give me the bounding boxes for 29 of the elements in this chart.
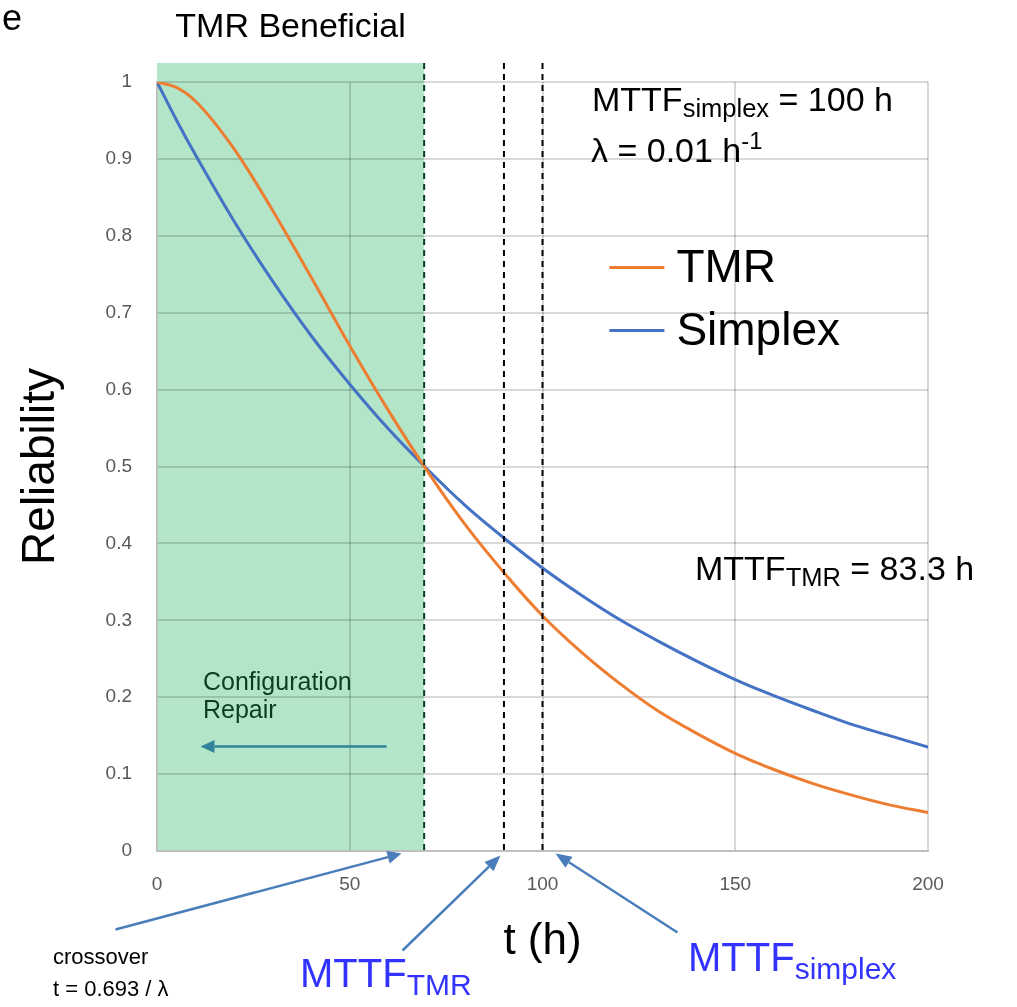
y-tick-label: 0.7 bbox=[105, 300, 132, 322]
x-tick-label: 200 bbox=[912, 872, 944, 894]
y-tick-label: 0.1 bbox=[105, 762, 132, 784]
text: crossover t = 0.693 / λ bbox=[53, 943, 169, 1003]
y-tick-label: 0 bbox=[121, 839, 132, 861]
y-tick-label: 0.2 bbox=[105, 685, 132, 707]
annotation: λ = 0.01 h$^{-1}$ bbox=[591, 126, 763, 169]
annotation: MTTF$_{simplex}$ = 100 h bbox=[592, 80, 893, 123]
legend-label: Simplex bbox=[676, 303, 840, 356]
text: MTTF$_{TMR}$ bbox=[300, 951, 472, 1001]
y-tick-label: 1 bbox=[121, 70, 132, 92]
annotation: MTTF$_{TMR}$ = 83.3 h bbox=[695, 549, 975, 592]
text: MTTF$_{simplex}$ bbox=[688, 935, 897, 985]
annotation: Configuration Repair bbox=[203, 667, 353, 723]
x-tick-label: 50 bbox=[339, 872, 361, 894]
y-tick-label: 0.4 bbox=[105, 531, 133, 553]
y-tick-label: 0.6 bbox=[105, 377, 132, 399]
x-axis-title: t (h) bbox=[503, 913, 582, 963]
legend-label: TMR bbox=[676, 240, 777, 293]
y-tick-label: 0.3 bbox=[105, 608, 132, 630]
band-label: TMR Beneficial bbox=[175, 6, 406, 44]
x-tick-label: 0 bbox=[151, 872, 163, 894]
x-tick-label: 100 bbox=[526, 872, 559, 894]
y-tick-label: 0.9 bbox=[105, 147, 132, 169]
x-tick-label: 150 bbox=[719, 872, 752, 894]
text: e bbox=[2, 0, 23, 38]
y-tick-label: 0.8 bbox=[105, 224, 132, 246]
y-axis-title: Reliability bbox=[12, 368, 65, 565]
y-tick-label: 0.5 bbox=[105, 454, 132, 476]
